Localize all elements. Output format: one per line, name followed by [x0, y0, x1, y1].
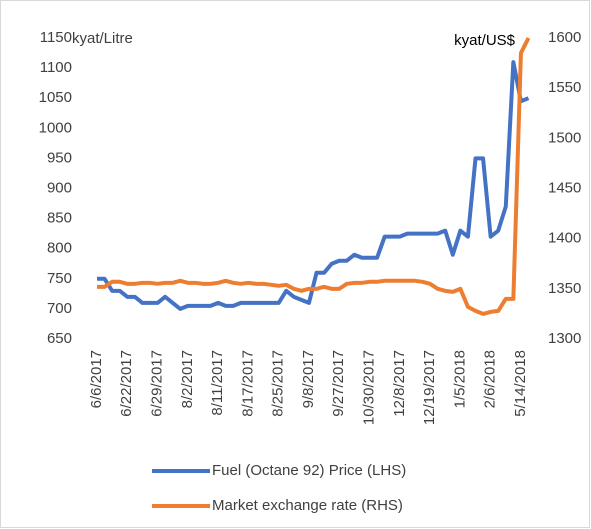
x-tick-label: 6/29/2017	[149, 350, 166, 417]
y2-tick-label: 1350	[548, 280, 581, 297]
series-line	[97, 37, 531, 316]
y2-tick-label: 1450	[548, 179, 581, 196]
y2-tick-label: 1400	[548, 230, 581, 247]
x-tick-label: 2/6/2018	[482, 350, 499, 408]
y-tick-label: 800	[47, 240, 72, 257]
x-tick-label: 6/6/2017	[88, 350, 105, 408]
y-tick-label: 850	[47, 210, 72, 227]
y2-tick-label: 1550	[548, 79, 581, 96]
x-tick-label: 8/2/2017	[179, 350, 196, 408]
y-tick-label: 700	[47, 300, 72, 317]
y2-tick-label: 1300	[548, 330, 581, 347]
x-tick-label: 12/8/2017	[391, 350, 408, 417]
y-tick-label: 750	[47, 270, 72, 287]
x-tick-label: 6/22/2017	[118, 350, 135, 417]
x-tick-label: 10/30/2017	[360, 350, 377, 425]
y-tick-label: 650	[47, 330, 72, 347]
x-tick-label: 9/8/2017	[300, 350, 317, 408]
y2-axis-label: kyat/US$	[454, 32, 516, 49]
y-tick-label: 900	[47, 179, 72, 196]
x-tick-label: 9/27/2017	[330, 350, 347, 417]
x-tick-label: 1/5/2018	[451, 350, 468, 408]
x-tick-label: 8/17/2017	[239, 350, 256, 417]
y-tick-label: 1100	[40, 59, 72, 76]
x-tick-label: 8/25/2017	[270, 350, 287, 417]
y2-tick-label: 1500	[548, 129, 581, 146]
x-tick-label: 5/14/2018	[512, 350, 529, 417]
y-tick-label: 1000	[39, 119, 72, 136]
y-tick-label: 1050	[39, 89, 72, 106]
y-axis-label: kyat/Litre	[72, 30, 133, 47]
y-tick-label: 950	[47, 149, 72, 166]
y-tick-label: 1150	[40, 29, 72, 46]
y2-tick-label: 1600	[548, 29, 581, 46]
legend-label: Market exchange rate (RHS)	[212, 497, 403, 514]
x-tick-label: 8/11/2017	[209, 350, 226, 416]
legend-label: Fuel (Octane 92) Price (LHS)	[212, 462, 406, 479]
x-tick-label: 12/19/2017	[421, 350, 438, 425]
